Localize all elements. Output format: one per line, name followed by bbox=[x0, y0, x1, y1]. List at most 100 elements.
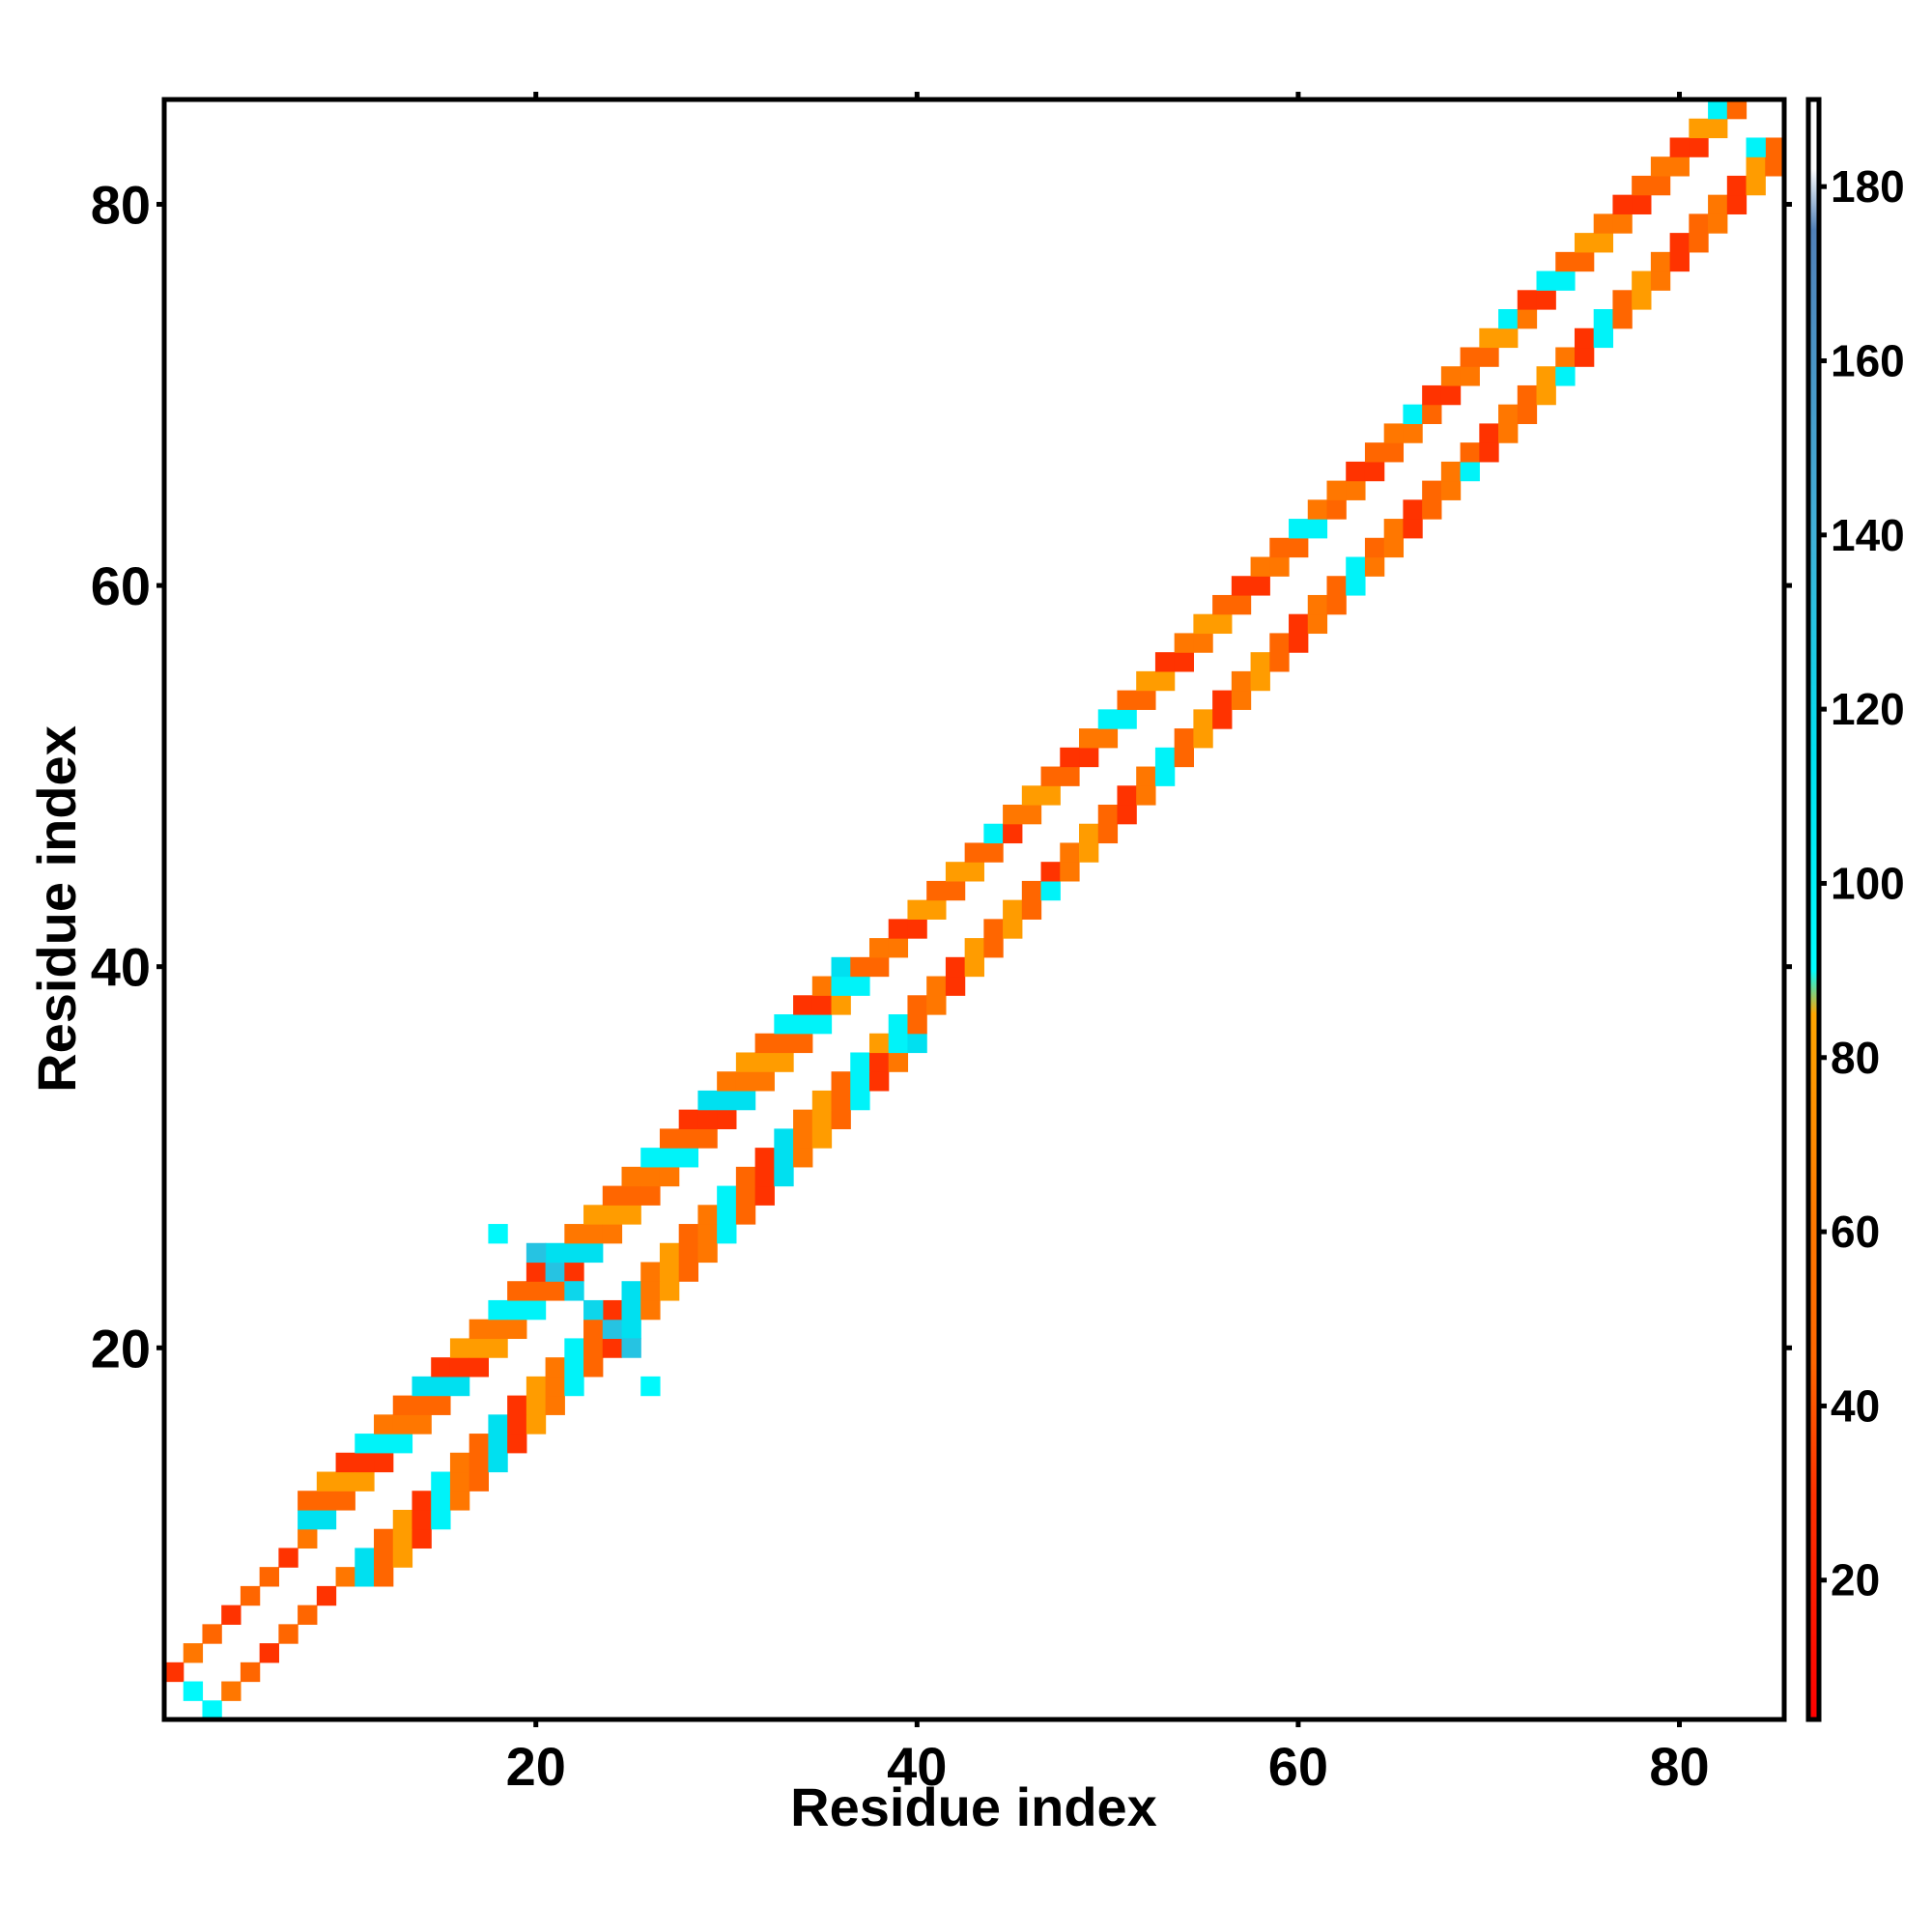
plot-frame bbox=[161, 97, 1787, 1722]
heatmap-cell bbox=[1364, 461, 1385, 482]
heatmap-cell bbox=[1040, 766, 1061, 786]
heatmap-cell bbox=[1612, 194, 1633, 214]
heatmap-cell bbox=[488, 1338, 508, 1358]
heatmap-cell bbox=[1174, 728, 1194, 749]
heatmap-cell bbox=[1250, 652, 1270, 672]
heatmap-cell bbox=[659, 1242, 680, 1264]
heatmap-cell bbox=[754, 1148, 775, 1168]
heatmap-cell bbox=[1383, 442, 1405, 463]
heatmap-cell bbox=[945, 862, 966, 882]
heatmap-cell bbox=[449, 1376, 470, 1397]
heatmap-cell bbox=[793, 1148, 813, 1168]
heatmap-cell bbox=[1536, 366, 1556, 386]
heatmap-cell bbox=[392, 1434, 413, 1454]
heatmap-cell bbox=[1555, 366, 1576, 386]
heatmap-cell bbox=[926, 899, 947, 920]
heatmap-cell bbox=[1250, 670, 1270, 692]
heatmap-cell bbox=[1498, 423, 1519, 443]
heatmap-cell bbox=[488, 1224, 508, 1244]
x-tick-label: 80 bbox=[1649, 1736, 1709, 1797]
heatmap-cell bbox=[697, 1128, 718, 1149]
heatmap-cell bbox=[850, 1090, 870, 1111]
heatmap-cell bbox=[640, 1262, 661, 1282]
heatmap-cell bbox=[1669, 251, 1690, 272]
heatmap-cell bbox=[1669, 156, 1690, 177]
heatmap-cell bbox=[374, 1528, 394, 1549]
heatmap-cell bbox=[298, 1509, 318, 1530]
heatmap-cell bbox=[355, 1434, 375, 1454]
heatmap-cell bbox=[202, 1700, 222, 1720]
heatmap-cell bbox=[888, 1014, 909, 1035]
heatmap-cell bbox=[1364, 537, 1385, 558]
heatmap-cell bbox=[659, 1262, 680, 1282]
heatmap-cell bbox=[1326, 594, 1347, 615]
heatmap-cell bbox=[412, 1376, 432, 1397]
heatmap-cell bbox=[278, 1548, 298, 1568]
y-axis: 20 40 60 80 bbox=[91, 175, 1792, 1378]
heatmap-cell bbox=[583, 1205, 604, 1225]
heatmap-cell bbox=[412, 1491, 432, 1511]
heatmap-cell bbox=[545, 1357, 565, 1378]
heatmap-cell bbox=[1003, 919, 1023, 939]
heatmap-cell bbox=[1517, 404, 1538, 424]
heatmap-cell bbox=[1555, 270, 1576, 291]
heatmap-cell bbox=[735, 1205, 756, 1225]
heatmap-cell bbox=[868, 938, 890, 958]
heatmap-cell bbox=[964, 862, 984, 882]
heatmap-cell bbox=[811, 1014, 833, 1035]
heatmap-cell bbox=[678, 1109, 699, 1129]
heatmap-cell bbox=[1136, 690, 1156, 710]
heatmap-cell bbox=[774, 1052, 794, 1072]
heatmap-cell bbox=[1460, 442, 1480, 463]
heatmap-cell bbox=[640, 1299, 661, 1321]
heatmap-cell bbox=[488, 1452, 508, 1473]
heatmap-cell bbox=[811, 1128, 833, 1149]
heatmap-cell bbox=[850, 1071, 870, 1092]
heatmap-cell bbox=[1364, 556, 1385, 577]
heatmap-cell bbox=[1097, 728, 1119, 749]
heatmap-cell bbox=[1460, 347, 1480, 367]
heatmap-cell bbox=[1479, 327, 1499, 349]
heatmap-cell bbox=[735, 1185, 756, 1206]
heatmap-cell bbox=[602, 1299, 623, 1321]
heatmap-cell bbox=[1060, 862, 1080, 882]
x-axis: 20 40 60 80 bbox=[506, 92, 1710, 1797]
heatmap-cell bbox=[793, 1128, 813, 1149]
heatmap-cell bbox=[774, 1148, 794, 1168]
heatmap-cell bbox=[1689, 233, 1709, 253]
heatmap-cell bbox=[1403, 499, 1423, 520]
heatmap-cell bbox=[868, 1071, 890, 1092]
heatmap-cell bbox=[1632, 290, 1652, 310]
heatmap-cell bbox=[240, 1662, 261, 1683]
heatmap-cell bbox=[1498, 309, 1519, 329]
heatmap-cell bbox=[488, 1414, 508, 1435]
heatmap-cell bbox=[717, 1185, 737, 1206]
heatmap-cell bbox=[793, 1109, 813, 1129]
heatmap-cell bbox=[678, 1128, 699, 1149]
heatmap-cell bbox=[602, 1185, 623, 1206]
heatmap-cell bbox=[735, 1071, 756, 1092]
heatmap-cell bbox=[1593, 233, 1614, 253]
heatmap-cell bbox=[926, 995, 947, 1015]
heatmap-cell bbox=[602, 1319, 623, 1340]
heatmap-cell bbox=[964, 956, 984, 978]
heatmap-cell bbox=[1746, 175, 1766, 196]
heatmap-cell bbox=[1079, 747, 1099, 768]
heatmap-cell bbox=[392, 1414, 413, 1435]
heatmap-cell bbox=[583, 1338, 604, 1358]
heatmap-cell bbox=[1708, 99, 1728, 120]
heatmap-cell bbox=[602, 1224, 623, 1244]
heatmap-cell bbox=[335, 1471, 355, 1492]
heatmap-cell bbox=[412, 1414, 432, 1435]
heatmap-cell bbox=[754, 1071, 775, 1092]
heatmap-cell bbox=[1403, 519, 1423, 539]
heatmap-cell bbox=[1136, 670, 1156, 692]
heatmap-cell bbox=[1689, 137, 1709, 157]
heatmap-cell bbox=[1383, 537, 1405, 558]
heatmap-cell bbox=[1746, 156, 1766, 177]
heatmap-cell bbox=[1403, 404, 1423, 424]
heatmap-cell bbox=[1479, 442, 1499, 463]
heatmap-cell bbox=[1154, 766, 1176, 786]
heatmap-cell bbox=[697, 1242, 718, 1264]
heatmap-cell bbox=[621, 1205, 641, 1225]
